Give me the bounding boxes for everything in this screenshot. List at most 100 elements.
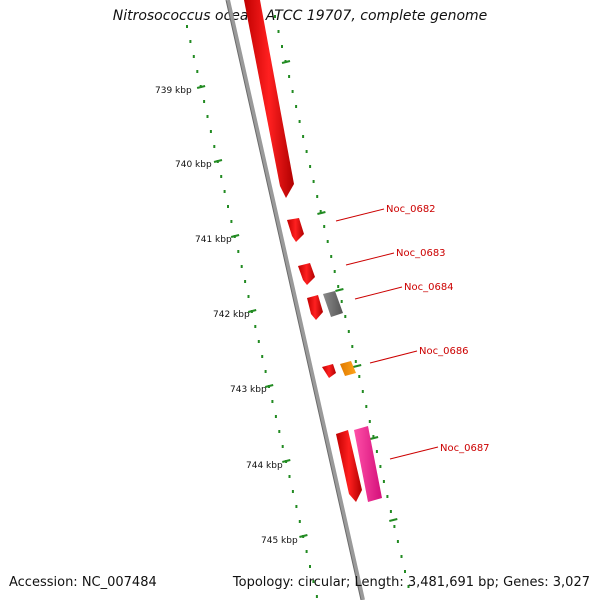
minor-tick-dot [312, 580, 315, 583]
minor-tick-dot [206, 115, 209, 118]
minor-tick-dot [337, 285, 340, 288]
minor-tick-dot [323, 225, 326, 228]
gene-noc-0687-red-arrow[interactable] [336, 430, 362, 502]
gene-noc-0684-gray-box[interactable] [323, 291, 343, 317]
tick-label-742: 742 kbp [213, 310, 250, 320]
minor-tick-dot [240, 265, 243, 268]
minor-tick-dot [209, 130, 212, 133]
minor-tick-dot [382, 480, 385, 483]
major-tick-mark [264, 384, 274, 388]
leader-line-noc-0682 [335, 208, 385, 222]
minor-tick-dot [298, 120, 301, 123]
minor-tick-dot [302, 135, 305, 138]
minor-tick-dot [264, 370, 267, 373]
minor-tick-dot [189, 40, 192, 43]
minor-tick-dot [274, 415, 277, 418]
minor-tick-dot [281, 445, 284, 448]
minor-tick-dot [288, 475, 291, 478]
minor-tick-dot [247, 295, 250, 298]
major-tick-mark [281, 60, 291, 64]
major-tick-mark [317, 211, 326, 215]
right-tick-dotted-line [274, 15, 410, 588]
minor-tick-dot [192, 55, 195, 58]
minor-tick-dot [386, 495, 389, 498]
minor-tick-dot [274, 15, 276, 18]
major-tick-mark [247, 309, 257, 313]
left-tick-dotted-line [186, 25, 318, 598]
minor-tick-dot [291, 490, 294, 493]
minor-tick-dot [354, 360, 357, 363]
major-tick-mark [282, 459, 291, 463]
minor-tick-dot [365, 405, 368, 408]
minor-tick-dot [340, 300, 343, 303]
minor-tick-dot [295, 105, 298, 108]
major-tick-mark [369, 436, 379, 440]
gene-noc-0686-orange-box[interactable] [340, 361, 356, 376]
gene-noc-0686-red-arrow[interactable] [322, 364, 336, 378]
minor-tick-dot [396, 540, 399, 543]
minor-tick-dot [227, 205, 229, 208]
gene-label-noc-0686[interactable]: Noc_0686 [419, 346, 469, 357]
gene-noc-0683-arrow[interactable] [298, 263, 315, 285]
minor-tick-dot [277, 30, 280, 33]
major-tick-mark [230, 234, 240, 238]
gene-label-noc-0682[interactable]: Noc_0682 [386, 204, 436, 215]
gene-noc-0687-pink-box[interactable] [354, 426, 382, 502]
accession-text: Accession: NC_007484 [9, 575, 157, 590]
minor-tick-dot [319, 210, 322, 213]
minor-tick-dot [326, 240, 329, 243]
tick-label-744: 744 kbp [246, 461, 283, 471]
minor-tick-dot [312, 180, 315, 183]
minor-tick-dot [213, 145, 216, 148]
minor-tick-dot [298, 520, 301, 523]
minor-tick-dot [309, 565, 311, 568]
minor-tick-dot [404, 570, 406, 573]
minor-tick-dot [400, 555, 403, 558]
minor-tick-dot [230, 220, 233, 223]
leader-line-noc-0687 [389, 446, 439, 460]
minor-tick-dot [315, 595, 318, 598]
minor-tick-dot [372, 435, 375, 438]
minor-tick-dot [309, 165, 312, 168]
topology-text: Topology: circular; Length: 3,481,691 bp… [232, 575, 590, 590]
minor-tick-dot [333, 270, 336, 273]
gene-label-noc-0684[interactable]: Noc_0684 [404, 282, 454, 293]
minor-tick-dot [186, 25, 188, 28]
genome-backbone [226, 0, 365, 600]
minor-tick-dot [358, 375, 361, 378]
tick-label-739: 739 kbp [155, 86, 192, 96]
minor-tick-dot [407, 585, 410, 588]
gene-label-noc-0683[interactable]: Noc_0683 [396, 248, 446, 259]
genome-title: Nitrosococcus oceani ATCC 19707, complet… [112, 8, 488, 24]
gene-long-red-arrow[interactable] [244, 0, 294, 198]
leader-line-noc-0684 [354, 286, 403, 300]
major-tick-mark [352, 364, 362, 368]
gene-label-noc-0687[interactable]: Noc_0687 [440, 443, 490, 454]
minor-tick-dot [351, 345, 354, 348]
leader-line-noc-0683 [345, 252, 395, 266]
major-tick-mark [299, 534, 308, 538]
minor-tick-dot [316, 195, 319, 198]
minor-tick-dot [203, 100, 206, 103]
minor-tick-dot [393, 525, 396, 528]
minor-tick-dot [344, 315, 347, 318]
gene-noc-0682-arrow[interactable] [287, 218, 304, 242]
minor-tick-dot [196, 70, 199, 73]
gene-noc-0684-red-arrow[interactable] [307, 295, 323, 320]
minor-tick-dot [291, 90, 294, 93]
minor-tick-dot [295, 505, 298, 508]
minor-tick-dot [305, 550, 308, 553]
minor-tick-dot [237, 250, 240, 253]
minor-tick-dot [379, 465, 382, 468]
minor-tick-dot [347, 330, 350, 333]
minor-tick-dot [254, 325, 257, 328]
minor-tick-dot [361, 390, 364, 393]
minor-tick-dot [244, 280, 247, 283]
major-tick-mark [335, 288, 344, 292]
minor-tick-dot [375, 450, 378, 453]
tick-label-740: 740 kbp [175, 160, 212, 170]
minor-tick-dot [278, 430, 281, 433]
tick-label-743: 743 kbp [230, 385, 267, 395]
minor-tick-dot [271, 400, 274, 403]
